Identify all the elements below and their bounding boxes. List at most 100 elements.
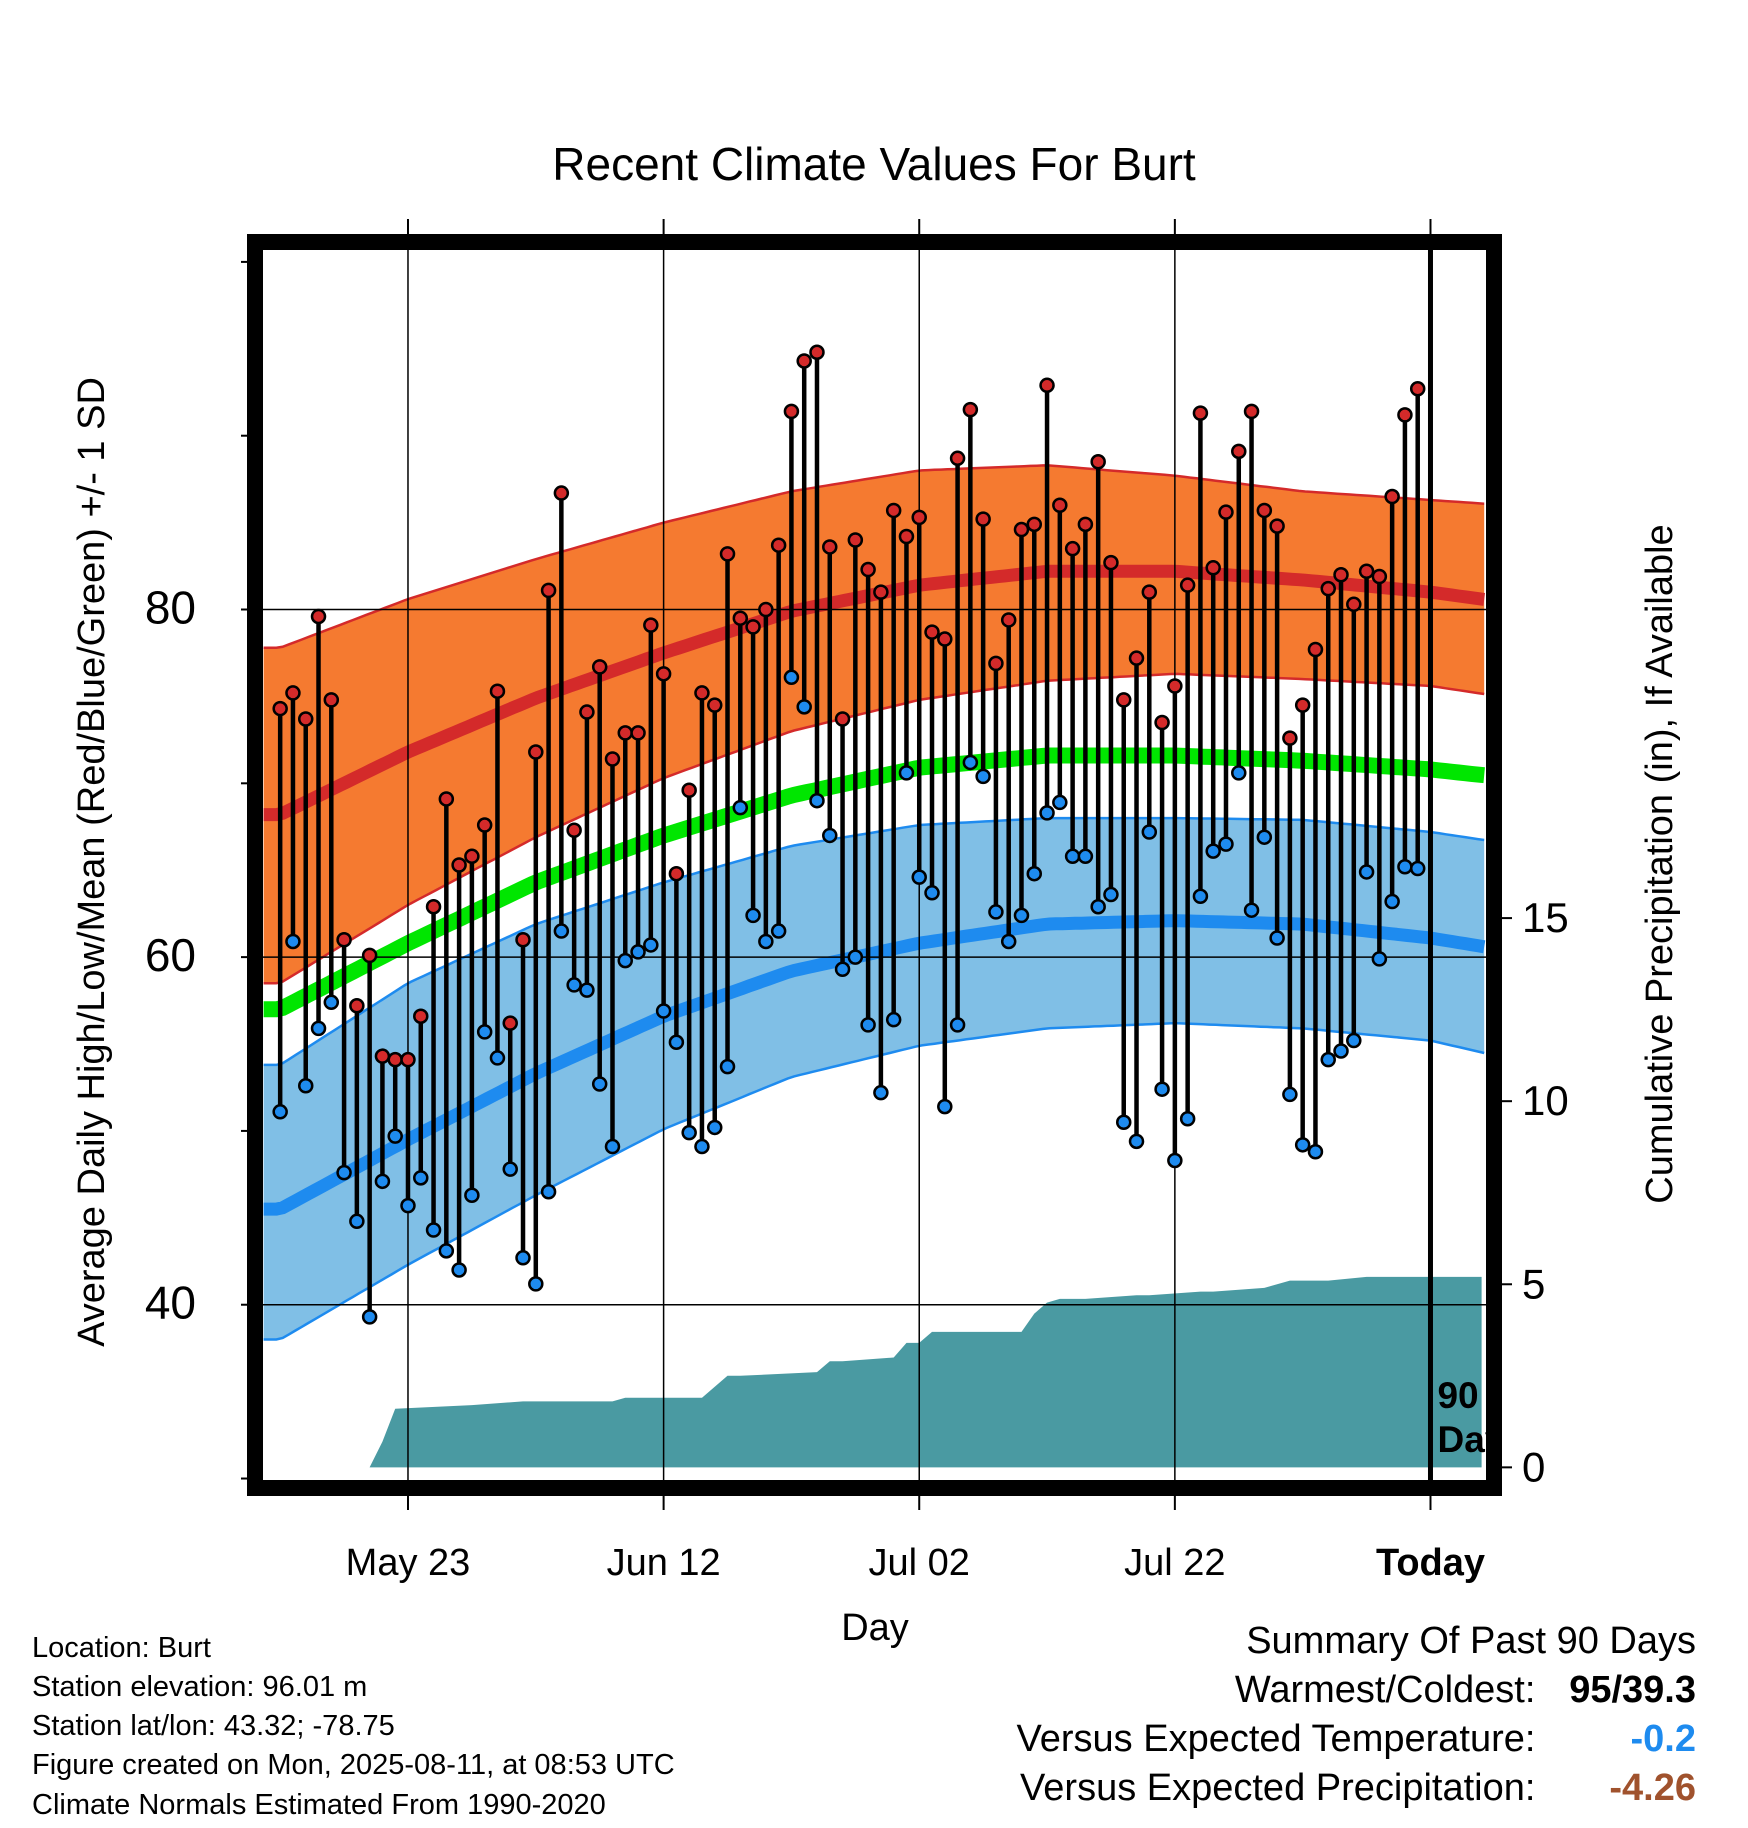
daily-high-point <box>1371 568 1388 585</box>
daily-low-point <box>1256 829 1273 845</box>
daily-low-point <box>413 1170 429 1186</box>
daily-high-point <box>949 450 966 467</box>
daily-high-point <box>310 608 327 625</box>
y-left-tick-label: 40 <box>145 1277 196 1329</box>
daily-low-point <box>272 1104 288 1120</box>
daily-low-point <box>1141 824 1158 840</box>
daily-high-point <box>400 1051 416 1068</box>
y-left-tick-label: 80 <box>145 582 196 634</box>
daily-high-point <box>297 711 314 727</box>
high-sd-upper-edge <box>263 464 1485 649</box>
daily-low-point <box>476 1024 493 1040</box>
daily-high-point <box>1039 377 1055 394</box>
daily-low-point <box>1052 794 1068 811</box>
daily-high-point <box>1205 560 1221 576</box>
daily-low-point <box>809 792 825 809</box>
daily-high-point <box>1358 563 1375 580</box>
daily-high-point <box>873 584 889 600</box>
daily-high-point <box>272 700 288 717</box>
daily-high-point <box>1320 580 1336 597</box>
daily-low-point <box>361 1309 378 1325</box>
high-sd-lower-edge <box>263 672 1485 985</box>
daily-low-point <box>604 1138 621 1155</box>
info-latlon: Station lat/lon: 43.32; -78.75 <box>32 1710 395 1742</box>
daily-low-point <box>489 1050 506 1066</box>
daily-low-point <box>374 1173 391 1190</box>
daily-low-point <box>694 1138 710 1155</box>
daily-high-point <box>719 546 736 562</box>
daily-low-point <box>975 768 991 785</box>
daily-high-point <box>630 725 646 741</box>
daily-low-point <box>988 904 1004 920</box>
x-tick-label: Jun 12 <box>607 1542 721 1584</box>
daily-low-point <box>1026 865 1043 882</box>
y-right-tick-label: 0 <box>1522 1443 1545 1490</box>
daily-low-point <box>1167 1152 1183 1169</box>
summary-temp-value: -0.2 <box>1630 1718 1696 1760</box>
daily-high-point <box>1243 403 1260 420</box>
daily-low-point <box>1205 843 1221 859</box>
daily-low-point <box>451 1262 467 1278</box>
daily-low-point <box>668 1034 685 1051</box>
daily-low-point <box>297 1077 314 1094</box>
daily-low-point <box>758 933 774 950</box>
daily-low-point <box>770 923 787 939</box>
daily-high-point <box>502 1015 518 1031</box>
daily-high-point <box>834 711 851 727</box>
daily-low-point <box>285 933 301 950</box>
daily-low-point <box>617 952 634 969</box>
daily-low-point <box>924 885 940 901</box>
daily-low-point <box>860 1017 876 1033</box>
daily-high-point <box>783 403 800 420</box>
daily-high-point <box>885 502 902 519</box>
daily-high-point <box>706 697 723 713</box>
daily-high-point <box>898 528 915 545</box>
daily-high-point <box>349 998 365 1014</box>
daily-high-point <box>655 666 672 682</box>
daily-low-point <box>1103 886 1119 903</box>
daily-low-point <box>579 982 595 998</box>
daily-high-point <box>553 485 570 501</box>
daily-low-point <box>643 937 659 953</box>
daily-low-point <box>847 949 864 965</box>
daily-high-point <box>464 848 480 865</box>
daily-high-point <box>1179 577 1196 593</box>
daily-high-point <box>643 617 659 633</box>
daily-low-point <box>911 869 927 885</box>
daily-low-point <box>1409 860 1426 877</box>
daily-high-point <box>1397 407 1413 423</box>
daily-low-point <box>336 1164 352 1181</box>
daily-high-point <box>1000 612 1017 628</box>
daily-high-point <box>847 532 864 548</box>
daily-high-point <box>796 353 812 369</box>
daily-low-point <box>745 907 761 924</box>
summary-precip-label: Versus Expected Precipitation: <box>1020 1767 1536 1809</box>
y-right-tick-label: 5 <box>1522 1260 1545 1307</box>
high-sd-band <box>263 465 1485 984</box>
daily-low-point <box>1307 1144 1324 1160</box>
daily-high-point <box>822 539 838 555</box>
daily-high-point <box>924 624 940 640</box>
daily-high-point <box>1013 521 1030 538</box>
normal-low-line <box>263 914 1486 1216</box>
daily-high-point <box>975 511 991 527</box>
daily-low-point <box>1013 907 1030 924</box>
window-label-line1: 90 <box>1437 1375 1478 1416</box>
daily-low-point <box>1243 902 1260 918</box>
daily-low-point <box>438 1243 455 1259</box>
summary-precip-row: Versus Expected Precipitation: -4.26 <box>1020 1767 1696 1810</box>
daily-high-point <box>1192 405 1209 421</box>
daily-low-point <box>1192 888 1209 905</box>
daily-high-point <box>374 1048 391 1064</box>
y-right-tick-label: 10 <box>1522 1077 1569 1124</box>
daily-high-point <box>809 344 825 361</box>
daily-high-point <box>1384 488 1400 505</box>
daily-high-point <box>1064 540 1081 557</box>
daily-low-point <box>591 1076 608 1092</box>
daily-high-point <box>1307 641 1324 658</box>
daily-high-point <box>1052 497 1068 513</box>
daily-high-point <box>540 582 557 599</box>
daily-low-point <box>1358 864 1375 880</box>
daily-low-point <box>553 923 570 939</box>
